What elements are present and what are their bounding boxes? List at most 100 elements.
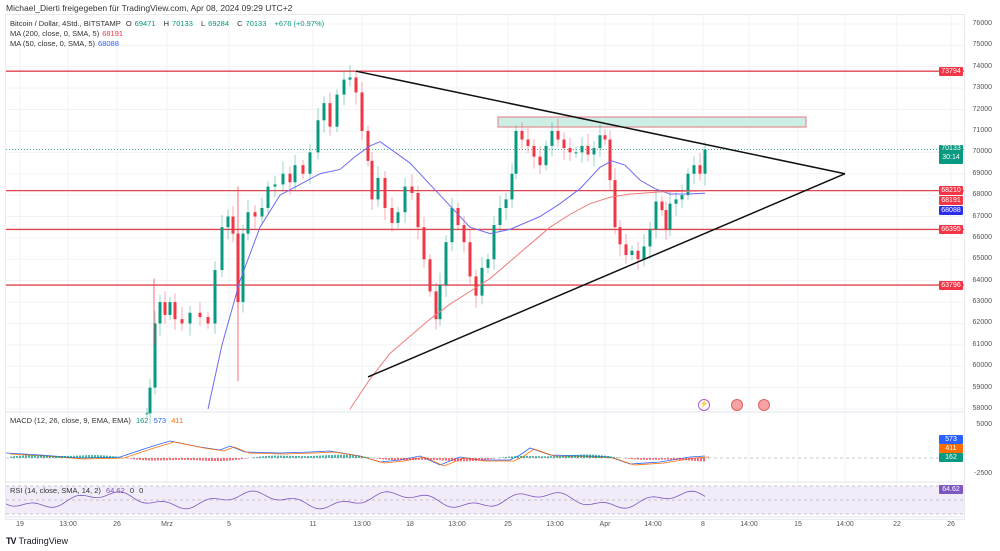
- macd-histogram-bar: [490, 458, 492, 459]
- candle-down: [390, 207, 394, 223]
- macd-histogram-bar: [133, 458, 135, 460]
- macd-histogram-bar: [397, 458, 399, 461]
- macd-histogram-bar: [331, 454, 333, 458]
- macd-histogram-bar: [469, 458, 471, 462]
- macd-histogram-bar: [154, 458, 156, 461]
- macd-histogram-bar: [337, 454, 339, 458]
- ma50-legend[interactable]: MA (50, close, 0, SMA, 5) 68088: [10, 39, 119, 48]
- macd-histogram-bar: [343, 454, 345, 458]
- macd-histogram-bar: [34, 455, 36, 458]
- price-scale-label: 69000: [972, 169, 992, 177]
- macd-histogram-bar: [679, 458, 681, 460]
- us-flag-event-icon[interactable]: [731, 399, 743, 411]
- macd-histogram-bar: [301, 456, 303, 458]
- macd-histogram-bar: [457, 458, 459, 462]
- chart-frame: [5, 14, 965, 520]
- candle-up: [273, 184, 277, 187]
- macd-histogram-bar: [100, 455, 102, 458]
- macd-histogram-bar: [220, 458, 222, 462]
- macd-histogram-bar: [673, 458, 675, 460]
- macd-histogram-bar: [544, 456, 546, 458]
- macd-line: [5, 440, 706, 466]
- tradingview-brand[interactable]: TV TradingView: [6, 536, 68, 546]
- macd-histogram-bar: [556, 456, 558, 458]
- macd-histogram-bar: [28, 455, 30, 458]
- macd-histogram-bar: [196, 458, 198, 461]
- candle-up: [348, 77, 352, 80]
- ohlc-close: C 70133: [237, 19, 267, 28]
- price-scale-label: 64000: [972, 276, 992, 284]
- candle-up: [680, 195, 684, 200]
- price-scale-label: 66000: [972, 233, 992, 241]
- tag-resistance-73794: 73794: [939, 67, 963, 76]
- us-flag-event-icon[interactable]: [758, 399, 770, 411]
- time-axis-label: 13:00: [448, 521, 466, 528]
- candle-up: [281, 173, 285, 185]
- macd-histogram-bar: [76, 455, 78, 458]
- lightning-event-icon[interactable]: ⚡: [698, 399, 710, 411]
- macd-histogram-bar: [67, 455, 69, 458]
- macd-histogram-bar: [607, 456, 609, 458]
- macd-histogram-bar: [172, 458, 174, 461]
- macd-histogram-bar: [670, 458, 672, 460]
- candle-down: [660, 201, 664, 211]
- ma200-legend[interactable]: MA (200, close, 0, SMA, 5) 68191: [10, 29, 124, 38]
- time-axis-label: 13:00: [546, 521, 564, 528]
- candle-up: [498, 207, 502, 226]
- candle-down: [462, 225, 466, 243]
- candle-up: [438, 284, 442, 320]
- time-axis-label: Apr: [599, 521, 611, 528]
- macd-legend[interactable]: MACD (12, 26, close, 9, EMA, EMA) 162 57…: [10, 416, 184, 425]
- candle-up: [342, 79, 346, 95]
- macd-histogram-bar: [166, 458, 168, 461]
- macd-histogram-bar: [379, 458, 381, 459]
- macd-histogram-bar: [676, 458, 678, 460]
- macd-histogram-bar: [298, 456, 300, 458]
- macd-histogram-bar: [142, 458, 144, 461]
- macd-histogram-bar: [37, 455, 39, 458]
- symbol-legend[interactable]: Bitcoin / Dollar, 4Std., BITSTAMP O 69471…: [10, 19, 327, 28]
- candle-up: [168, 302, 172, 315]
- macd-histogram-bar: [280, 455, 282, 458]
- candle-up: [514, 130, 518, 174]
- candle-down: [556, 130, 560, 140]
- candle-down: [532, 145, 536, 157]
- price-scale-label: 63000: [972, 298, 992, 306]
- macd-histogram-bar: [460, 458, 462, 462]
- candle-up: [574, 152, 578, 154]
- price-scale-label: 58000: [972, 405, 992, 413]
- macd-histogram-bar: [307, 456, 309, 458]
- ohlc-open: O 69471: [125, 19, 156, 28]
- candle-down: [180, 319, 184, 324]
- candle-down: [520, 130, 524, 140]
- macd-histogram-bar: [385, 458, 387, 460]
- macd-histogram-bar: [346, 454, 348, 458]
- macd-histogram-bar: [184, 458, 186, 460]
- macd-histogram-bar: [265, 455, 267, 458]
- macd-histogram-bar: [286, 455, 288, 458]
- rsi-band: [6, 486, 964, 514]
- macd-histogram-bar: [355, 455, 357, 458]
- time-axis-label: 15: [794, 521, 802, 528]
- macd-histogram-bar: [256, 456, 258, 458]
- macd-histogram-bar: [274, 455, 276, 458]
- macd-histogram-bar: [661, 458, 663, 460]
- price-scale-label: 72000: [972, 105, 992, 113]
- candle-down: [370, 160, 374, 200]
- rsi-legend[interactable]: RSI (14, close, SMA, 14, 2) 64.62 0 0: [10, 486, 144, 495]
- candle-up: [686, 173, 690, 196]
- macd-histogram-bar: [217, 458, 219, 462]
- candle-up: [544, 145, 548, 166]
- macd-histogram-bar: [205, 458, 207, 461]
- macd-histogram-bar: [418, 458, 420, 460]
- candle-down: [613, 180, 617, 228]
- upper-trendline: [355, 70, 846, 175]
- candle-up: [266, 186, 270, 208]
- price-scale-label: 76000: [972, 20, 992, 27]
- ma200-line: [349, 190, 706, 410]
- candle-down: [410, 186, 414, 193]
- macd-histogram-bar: [163, 458, 165, 461]
- macd-histogram-bar: [283, 455, 285, 458]
- candle-up: [153, 323, 157, 388]
